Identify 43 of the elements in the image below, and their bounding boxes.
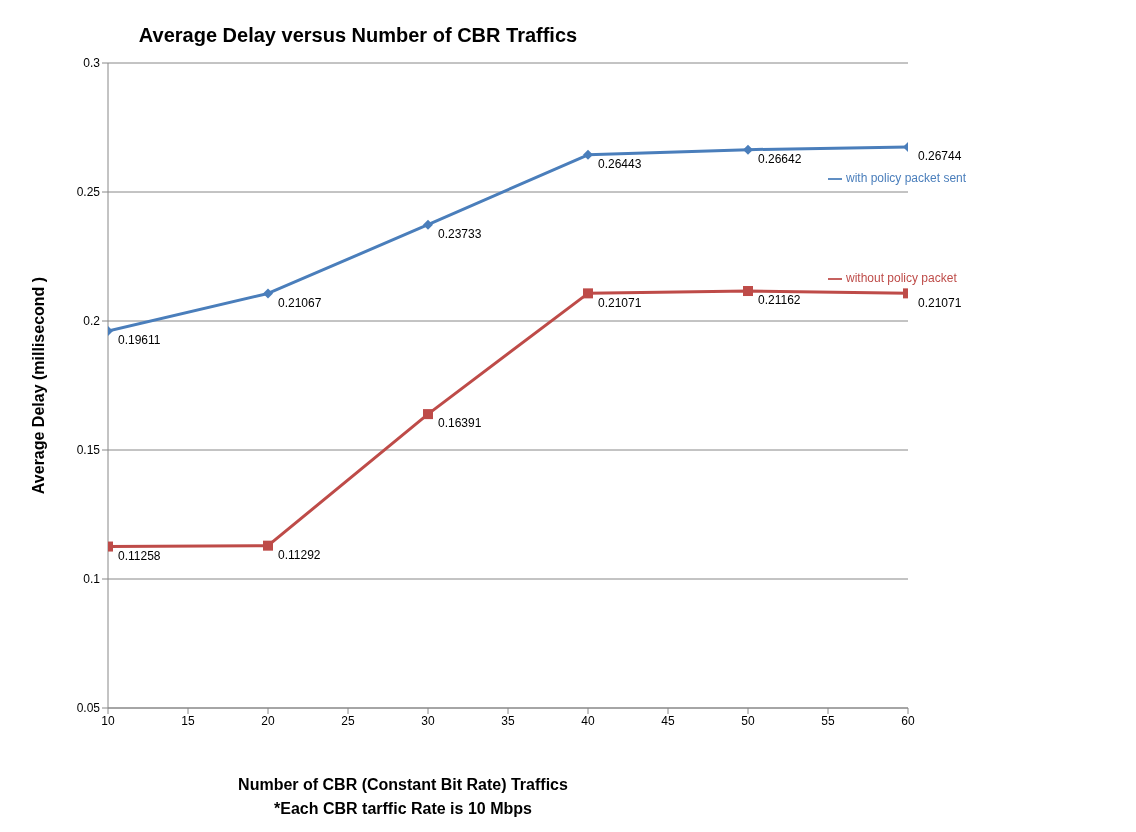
x-tick-label: 30 (421, 713, 435, 728)
data-label: 0.26744 (918, 149, 962, 164)
x-tick-label: 35 (501, 713, 515, 728)
data-label: 0.21071 (918, 295, 962, 310)
point (583, 149, 593, 160)
x-tick-label: 20 (261, 713, 275, 728)
point (263, 540, 273, 551)
data-label: 0.19611 (118, 333, 161, 348)
data-label: 0.11292 (278, 547, 321, 562)
data-label: 0.21067 (278, 295, 322, 310)
point (583, 288, 593, 299)
x-tick-label: 60 (901, 713, 915, 728)
point (743, 144, 753, 155)
x-tick-label: 55 (821, 713, 835, 728)
x-tick-label: 10 (101, 713, 115, 728)
y-axis-title: Average Delay (millisecond ) (29, 276, 47, 495)
x-tick-label: 15 (181, 713, 195, 728)
point (263, 288, 273, 299)
legend-label: with policy packet sent (846, 171, 967, 185)
data-label: 0.23733 (438, 226, 482, 241)
x-tick-label: 40 (581, 713, 595, 728)
y-tick-label: 0.05 (76, 701, 101, 716)
text: *Each CBR tarffic Rate is 10 Mbps (273, 799, 533, 819)
point (743, 286, 753, 297)
chart-title: Average Delay versus Number of CBR Traffics (137, 24, 579, 47)
y-tick-label: 0.15 (76, 443, 101, 458)
data-label: 0.21162 (758, 293, 801, 308)
data-label: 0.16391 (438, 416, 482, 431)
y-tick-label: 0.2 (83, 314, 101, 329)
legend-label: without policy packet (846, 271, 957, 285)
x-axis-title: Number of CBR (Constant Bit Rate) Traffics (237, 775, 569, 795)
y-tick-label: 0.25 (76, 185, 101, 200)
point (423, 219, 433, 230)
x-tick-label: 50 (741, 713, 755, 728)
data-label: 0.26642 (758, 151, 802, 166)
data-label: 0.11258 (118, 548, 161, 563)
x-tick-label: 45 (661, 713, 675, 728)
y-tick-label: 0.3 (83, 56, 101, 71)
y-tick-label: 0.1 (83, 572, 101, 587)
data-label: 0.26443 (598, 157, 642, 172)
point (423, 409, 433, 420)
x-tick-label: 25 (341, 713, 355, 728)
data-label: 0.21071 (598, 295, 642, 310)
